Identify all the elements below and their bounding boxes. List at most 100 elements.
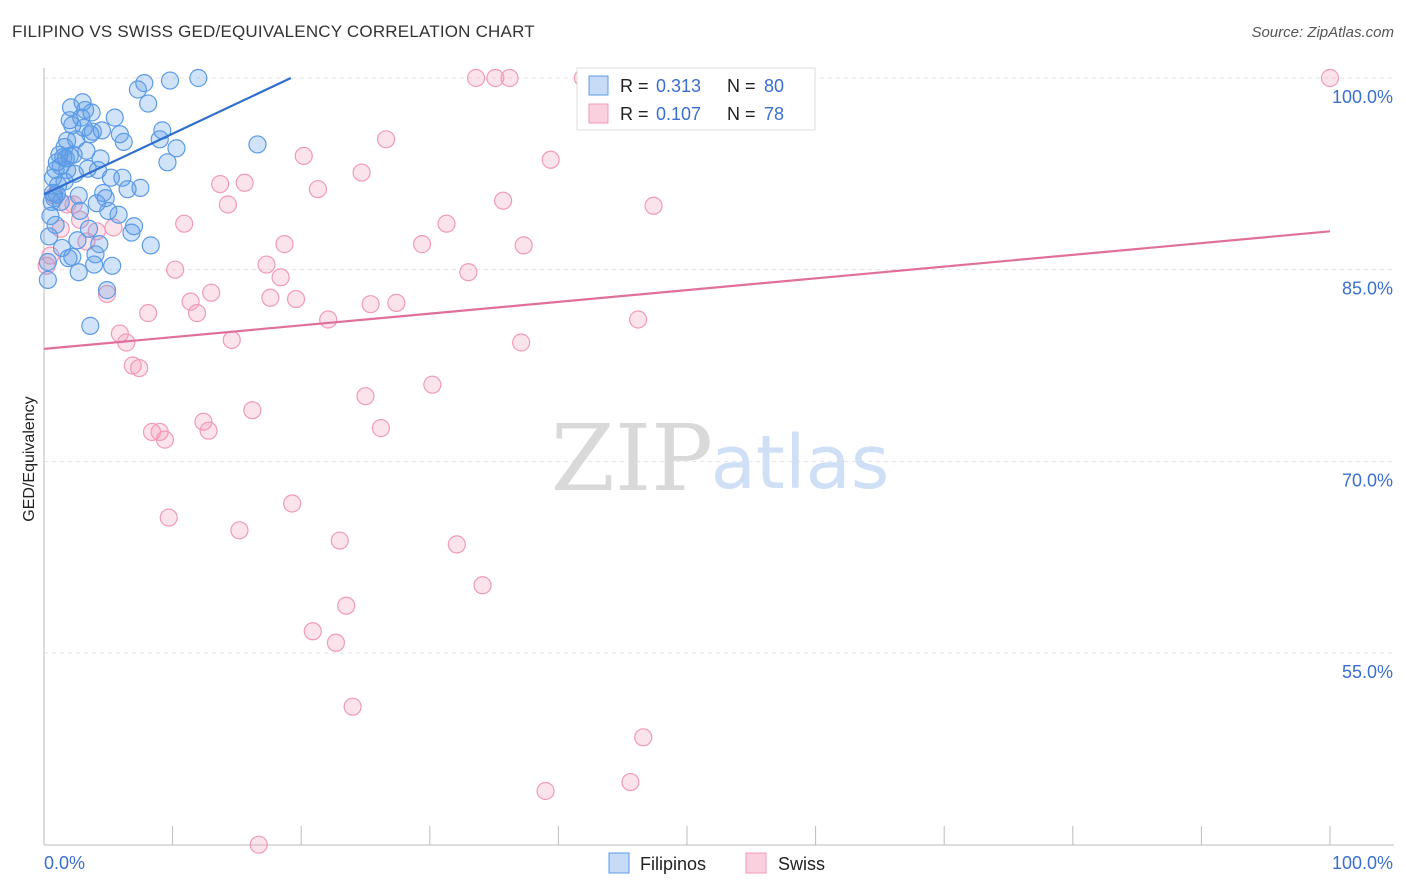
swiss-point [303, 622, 322, 641]
swiss-point [326, 633, 346, 652]
swiss-point [159, 508, 178, 527]
filipino-point [70, 201, 90, 220]
filipino-point [114, 132, 133, 151]
filipino-point [99, 201, 118, 220]
filipino-point [81, 316, 100, 335]
filipino-point [189, 68, 208, 88]
legend-series: Filipinos Swiss [608, 852, 825, 874]
watermark: ZIP atlas [551, 405, 890, 512]
x-tick-label-start: 0.0% [44, 853, 85, 873]
legend-r-label: R = [620, 104, 649, 124]
swiss-point [294, 146, 313, 166]
filipino-trend-line [43, 77, 292, 196]
swiss-point [634, 728, 653, 747]
filipino-point [135, 74, 154, 93]
x-tick-label-end: 100.0% [1332, 853, 1393, 873]
swiss-point [494, 191, 513, 210]
legend-stats: R = 0.313 N = 80 R = 0.107 N = 78 [576, 67, 816, 131]
swiss-point [218, 195, 237, 214]
legend-swatch-filipinos [588, 75, 609, 96]
filipino-point [40, 227, 59, 246]
filipino-point [94, 183, 113, 203]
swiss-point [376, 130, 396, 149]
y-tick-label: 85.0% [1342, 279, 1393, 299]
trend-lines [43, 77, 1331, 350]
filipino-points [38, 68, 267, 335]
swiss-point [629, 310, 648, 329]
swiss-point [356, 387, 375, 406]
swiss-point [308, 180, 328, 199]
filipino-point [167, 139, 186, 158]
legend-n-label: N = [727, 76, 756, 96]
swiss-point [261, 288, 280, 307]
filipino-point [248, 135, 267, 154]
legend-bottom-swatch-filipinos [608, 852, 630, 874]
y-tick-label: 55.0% [1342, 662, 1393, 682]
filipino-point [139, 94, 158, 113]
filipino-point [46, 215, 65, 235]
filipino-point [38, 270, 57, 289]
y-tick-label: 70.0% [1342, 470, 1393, 490]
legend-n-value: 78 [764, 104, 784, 124]
swiss-point [337, 596, 356, 615]
filipino-point [81, 125, 100, 144]
swiss-point [211, 174, 230, 194]
swiss-point [199, 421, 218, 440]
swiss-point [387, 293, 406, 312]
watermark-zip: ZIP [551, 405, 713, 512]
filipino-point [97, 281, 117, 300]
filipino-point [68, 231, 87, 250]
swiss-point [235, 173, 254, 192]
y-tick-label: 100.0% [1332, 87, 1393, 107]
filipino-point [103, 256, 122, 275]
swiss-point [181, 292, 200, 311]
swiss-trend-line [43, 230, 1331, 350]
filipino-point [69, 263, 88, 282]
swiss-point [222, 330, 241, 350]
filipino-point [109, 205, 128, 224]
swiss-point [371, 419, 391, 438]
x-ticks [43, 826, 1331, 845]
swiss-point [412, 235, 432, 254]
grid-lines [44, 77, 1394, 654]
swiss-point [352, 163, 371, 182]
swiss-point [1320, 68, 1340, 88]
swiss-point [437, 214, 456, 233]
watermark-atlas: atlas [711, 420, 890, 506]
legend-r-value: 0.313 [656, 76, 701, 96]
swiss-point [139, 304, 158, 323]
swiss-point [130, 358, 149, 378]
filipino-point [131, 178, 150, 197]
filipino-point [118, 180, 137, 199]
legend-bottom-label-swiss: Swiss [778, 854, 825, 874]
swiss-point [621, 772, 640, 792]
swiss-point [249, 835, 268, 854]
filipino-point [92, 121, 111, 140]
swiss-point [541, 150, 560, 169]
filipino-point [160, 71, 180, 90]
filipino-point [90, 235, 109, 254]
swiss-point [512, 333, 531, 352]
swiss-point [97, 284, 117, 304]
swiss-point [423, 375, 442, 394]
filipino-point [82, 103, 101, 122]
filipino-point [141, 236, 160, 255]
filipino-point [158, 153, 177, 172]
legend-n-value: 80 [764, 76, 784, 96]
swiss-point [644, 196, 663, 215]
y-tick-labels: 55.0% 70.0% 85.0% 100.0% [1332, 87, 1393, 682]
filipino-point [105, 108, 124, 127]
swiss-point [361, 295, 380, 314]
swiss-point [286, 289, 306, 309]
filipino-point [38, 252, 57, 272]
filipino-point [79, 219, 99, 238]
legend-r-value: 0.107 [656, 104, 701, 124]
legend-n-label: N = [727, 104, 756, 124]
swiss-point [473, 576, 492, 595]
legend-bottom-label-filipinos: Filipinos [640, 854, 706, 874]
swiss-point [275, 235, 294, 254]
filipino-point [113, 168, 132, 187]
swiss-point [202, 283, 221, 302]
chart-title: FILIPINO VS SWISS GED/EQUIVALENCY CORREL… [12, 22, 535, 41]
filipino-point [63, 247, 82, 266]
